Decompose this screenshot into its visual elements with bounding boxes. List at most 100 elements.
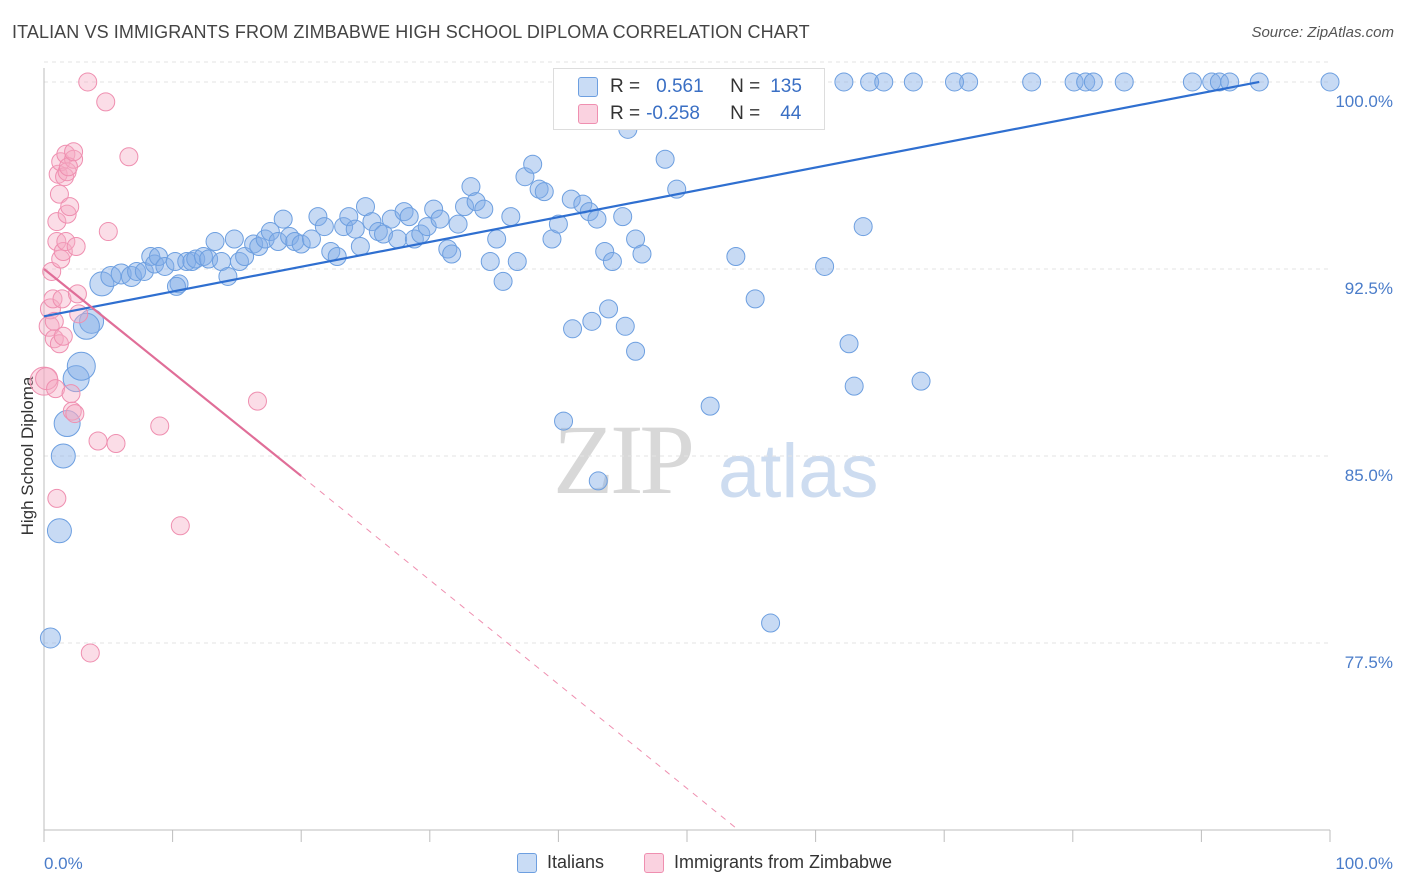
italians-point: [362, 212, 382, 232]
zimbabwe-point: [61, 384, 81, 404]
zimbabwe-point: [119, 147, 139, 167]
italians-point: [388, 229, 408, 249]
italians-point: [455, 197, 475, 217]
y-axis-label: High School Diploma: [18, 376, 37, 535]
legend-label-italians: Italians: [547, 852, 605, 872]
zimbabwe-point: [60, 197, 80, 217]
italians-point: [1114, 72, 1134, 92]
italians-point: [632, 244, 652, 264]
watermark-atlas: atlas: [718, 429, 879, 514]
zimbabwe-point: [51, 249, 71, 269]
italians-point: [127, 261, 147, 281]
zimbabwe-point: [47, 488, 67, 508]
italians-point: [224, 229, 244, 249]
y-tick-label: 92.5%: [1345, 279, 1393, 298]
r-label: R =: [610, 103, 641, 124]
italians-point: [844, 376, 864, 396]
zimbabwe-point: [65, 404, 85, 424]
italians-point: [110, 263, 132, 285]
italians-point: [442, 244, 462, 264]
zimbabwe-point: [44, 311, 64, 331]
italians-point: [587, 209, 607, 229]
italians-point: [438, 239, 458, 259]
italians-point: [268, 232, 288, 252]
italians-point: [301, 229, 321, 249]
italians-point: [165, 251, 185, 271]
italians-point: [860, 72, 880, 92]
italians-point: [72, 312, 100, 340]
italians-point: [350, 237, 370, 257]
italians-point: [602, 251, 622, 271]
legend-item-zimbabwe[interactable]: Immigrants from Zimbabwe: [644, 852, 892, 873]
r-value: -0.258: [646, 103, 700, 124]
italians-point: [815, 256, 835, 276]
stats-legend: R = 0.561 N = 135 R = -0.258 N = 44: [553, 68, 825, 130]
italians-point: [595, 242, 615, 262]
zimbabwe-point: [66, 237, 86, 257]
italians-point: [50, 443, 76, 469]
x-tick-label: 100.0%: [1335, 854, 1393, 873]
r-value: 0.561: [656, 76, 704, 97]
zimbabwe-point: [98, 222, 118, 242]
zimbabwe-point: [96, 92, 116, 112]
source-label: Source: ZipAtlas.com: [1251, 24, 1394, 41]
italians-point: [1182, 72, 1202, 92]
italians-point: [588, 471, 608, 491]
italians-point: [53, 410, 81, 438]
r-label: R =: [610, 76, 641, 97]
italians-point: [394, 202, 414, 222]
zimbabwe-point: [58, 157, 78, 177]
italians-point: [1064, 72, 1084, 92]
italians-point: [155, 256, 175, 276]
zimbabwe-trend-line: [43, 268, 302, 477]
bottom-legend: Italians Immigrants from Zimbabwe: [0, 852, 1406, 878]
italians-point: [959, 72, 979, 92]
italians-point: [374, 224, 394, 244]
zimbabwe-point: [57, 204, 77, 224]
italians-point: [430, 209, 450, 229]
italians-point: [523, 154, 543, 174]
italians-point: [487, 229, 507, 249]
legend-item-italians[interactable]: Italians: [517, 852, 604, 873]
italians-point: [599, 299, 619, 319]
italians-point: [839, 334, 859, 354]
italians-point: [501, 207, 521, 227]
italians-point: [554, 411, 574, 431]
stats-row-italians: R = 0.561 N = 135: [554, 73, 802, 101]
italians-point: [291, 234, 311, 254]
italians-point: [507, 251, 527, 271]
italians-point: [626, 341, 646, 361]
italians-point: [1083, 72, 1103, 92]
zimbabwe-point: [49, 184, 69, 204]
italians-point: [874, 72, 894, 92]
italians-point: [903, 72, 923, 92]
zimbabwe-point: [247, 391, 267, 411]
chart-title: ITALIAN VS IMMIGRANTS FROM ZIMBABWE HIGH…: [12, 22, 810, 42]
italians-point: [448, 214, 468, 234]
italians-point: [244, 234, 264, 254]
zimbabwe-point: [53, 326, 73, 346]
italians-point: [280, 227, 300, 247]
x-tick-label: 0.0%: [44, 854, 83, 873]
italians-point: [1076, 72, 1096, 92]
italians-point: [853, 217, 873, 237]
italians-point: [260, 222, 280, 242]
zimbabwe-point: [55, 167, 75, 187]
italians-point: [563, 319, 583, 339]
italians-point: [368, 222, 388, 242]
italians-point: [655, 149, 675, 169]
zimbabwe-point: [64, 142, 84, 162]
n-value: 44: [780, 103, 802, 124]
italians-point: [1209, 72, 1229, 92]
italians-point: [548, 214, 568, 234]
italians-point: [205, 232, 225, 252]
italians-swatch: [578, 77, 598, 97]
zimbabwe-point: [56, 232, 76, 252]
italians-point: [700, 396, 720, 416]
italians-point: [308, 207, 328, 227]
italians-point: [193, 246, 213, 266]
italians-point: [314, 217, 334, 237]
italians-point: [529, 179, 549, 199]
italians-point: [249, 237, 269, 257]
zimbabwe-legend-swatch: [644, 852, 664, 873]
